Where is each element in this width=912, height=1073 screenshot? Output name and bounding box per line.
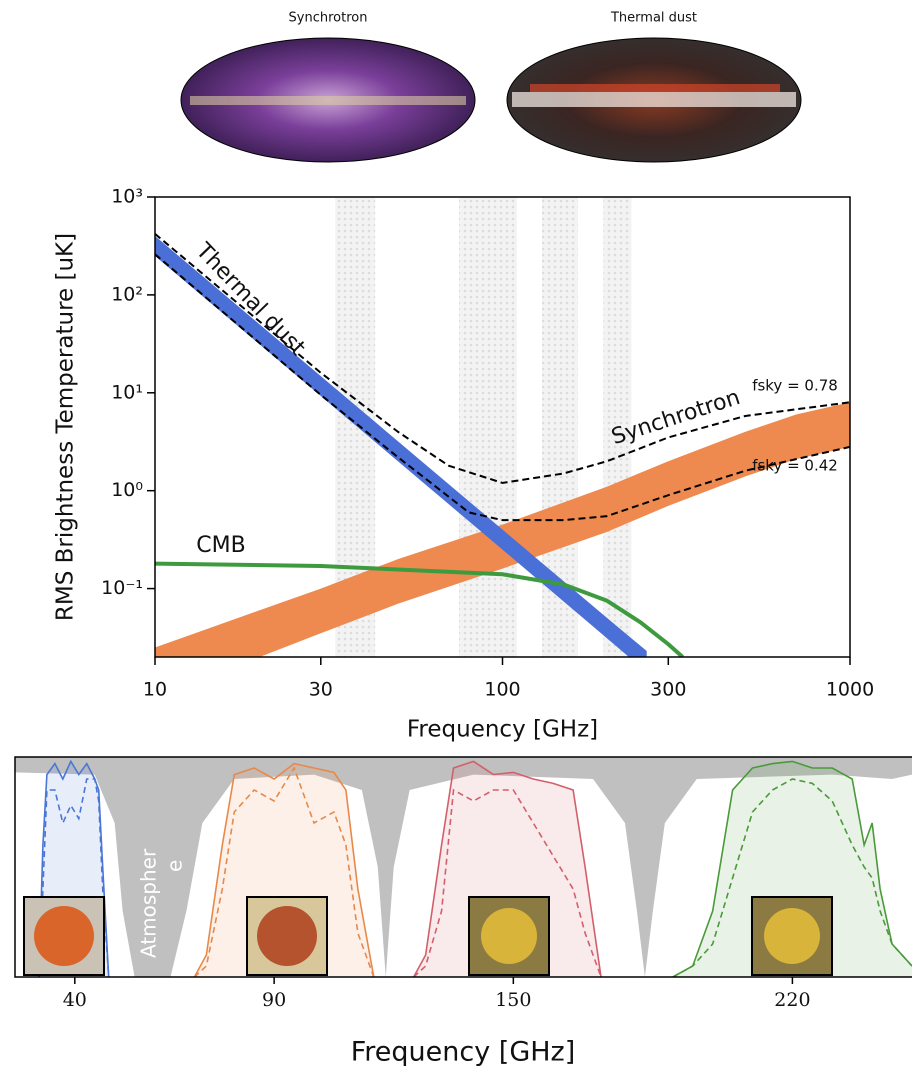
x-tick-label: 30 (309, 679, 333, 701)
y-tick-label: 10¹ (111, 381, 143, 403)
x-tick-label: 90 (262, 989, 286, 1011)
atmosphere-label: Atmospher (137, 848, 161, 958)
x-axis-label: Frequency [GHz] (351, 1037, 576, 1068)
y-tick-label: 10² (111, 283, 143, 305)
x-tick-label: 150 (495, 989, 531, 1011)
figure: Synchrotron Thermal dust Thermal dust Syn… (0, 0, 912, 1073)
series-label: CMB (196, 533, 245, 558)
x-tick-label: 300 (650, 679, 686, 701)
y-tick-label: 10³ (111, 186, 143, 208)
x-axis-label: Frequency [GHz] (407, 717, 598, 743)
map-title: Thermal dust (610, 11, 697, 26)
y-axis-label: RMS Brightness Temperature [uK] (53, 233, 79, 621)
galactic-plane (530, 84, 780, 92)
x-tick-label: 40 (63, 989, 87, 1011)
galactic-plane (512, 92, 796, 107)
x-tick-label: 1000 (826, 679, 874, 701)
plot-area (155, 197, 850, 691)
series-label: fsky = 0.78 (752, 377, 838, 395)
sky-maps: Synchrotron Thermal dust (181, 11, 801, 163)
y-tick-label: 10⁻¹ (101, 577, 143, 599)
y-tick-label: 10⁰ (111, 479, 143, 501)
map-title: Synchrotron (289, 11, 368, 26)
frequency-band (459, 197, 517, 657)
galactic-plane (190, 96, 466, 105)
atmosphere-label: e (163, 860, 187, 872)
series-label: fsky = 0.42 (752, 457, 838, 475)
x-tick-label: 100 (484, 679, 520, 701)
x-tick-label: 220 (774, 989, 810, 1011)
x-tick-label: 10 (143, 679, 167, 701)
